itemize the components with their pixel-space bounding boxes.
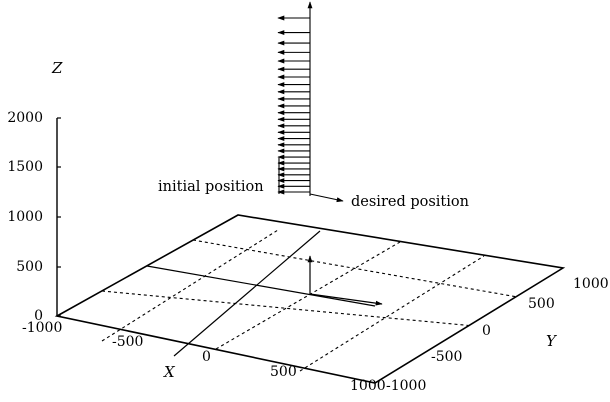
floor-gridline-y-500 — [299, 255, 485, 372]
x-tick-label-500: 500 — [270, 364, 297, 380]
z-tick-label-500: 500 — [16, 259, 43, 275]
y-tick-label--500: -500 — [431, 349, 462, 365]
z-tick-label-2000: 2000 — [7, 110, 43, 126]
x-tick-label-1000: 1000 — [350, 378, 386, 394]
floor-gridline-x--500 — [101, 290, 470, 327]
initial-position-label: initial position — [158, 179, 264, 195]
x-tick-label--1000: -1000 — [22, 320, 62, 336]
y-tick-label-0: 0 — [482, 323, 491, 339]
y-tick-label--1000: -1000 — [386, 378, 426, 394]
y-tick-label-500: 500 — [528, 296, 555, 312]
z-tick-label-1500: 1500 — [7, 159, 43, 175]
y-tick-label-1000: 1000 — [573, 276, 609, 292]
z-axis-title: Z — [51, 59, 63, 77]
floor-plane-outline — [54, 214, 566, 384]
floor-gridline-y-0 — [215, 241, 401, 350]
x-tick-label--500: -500 — [112, 334, 143, 350]
x-tick-label-0: 0 — [202, 349, 211, 365]
floor-gridline-y--500 — [101, 229, 279, 342]
desired-position-arrow — [309, 193, 344, 203]
x-axis-title: X — [163, 363, 176, 381]
floor-centerline-x — [146, 265, 376, 307]
z-tick-label-1000: 1000 — [7, 209, 43, 225]
desired-position-label: desired position — [351, 194, 469, 210]
z-tick-label-0: 0 — [34, 308, 43, 324]
floor-gridline-x-500 — [192, 239, 517, 298]
trajectory-frames — [277, 1, 344, 203]
origin-y-arrow — [309, 293, 383, 306]
y-axis-title: Y — [546, 332, 558, 350]
floor-centerline-y — [173, 230, 321, 357]
